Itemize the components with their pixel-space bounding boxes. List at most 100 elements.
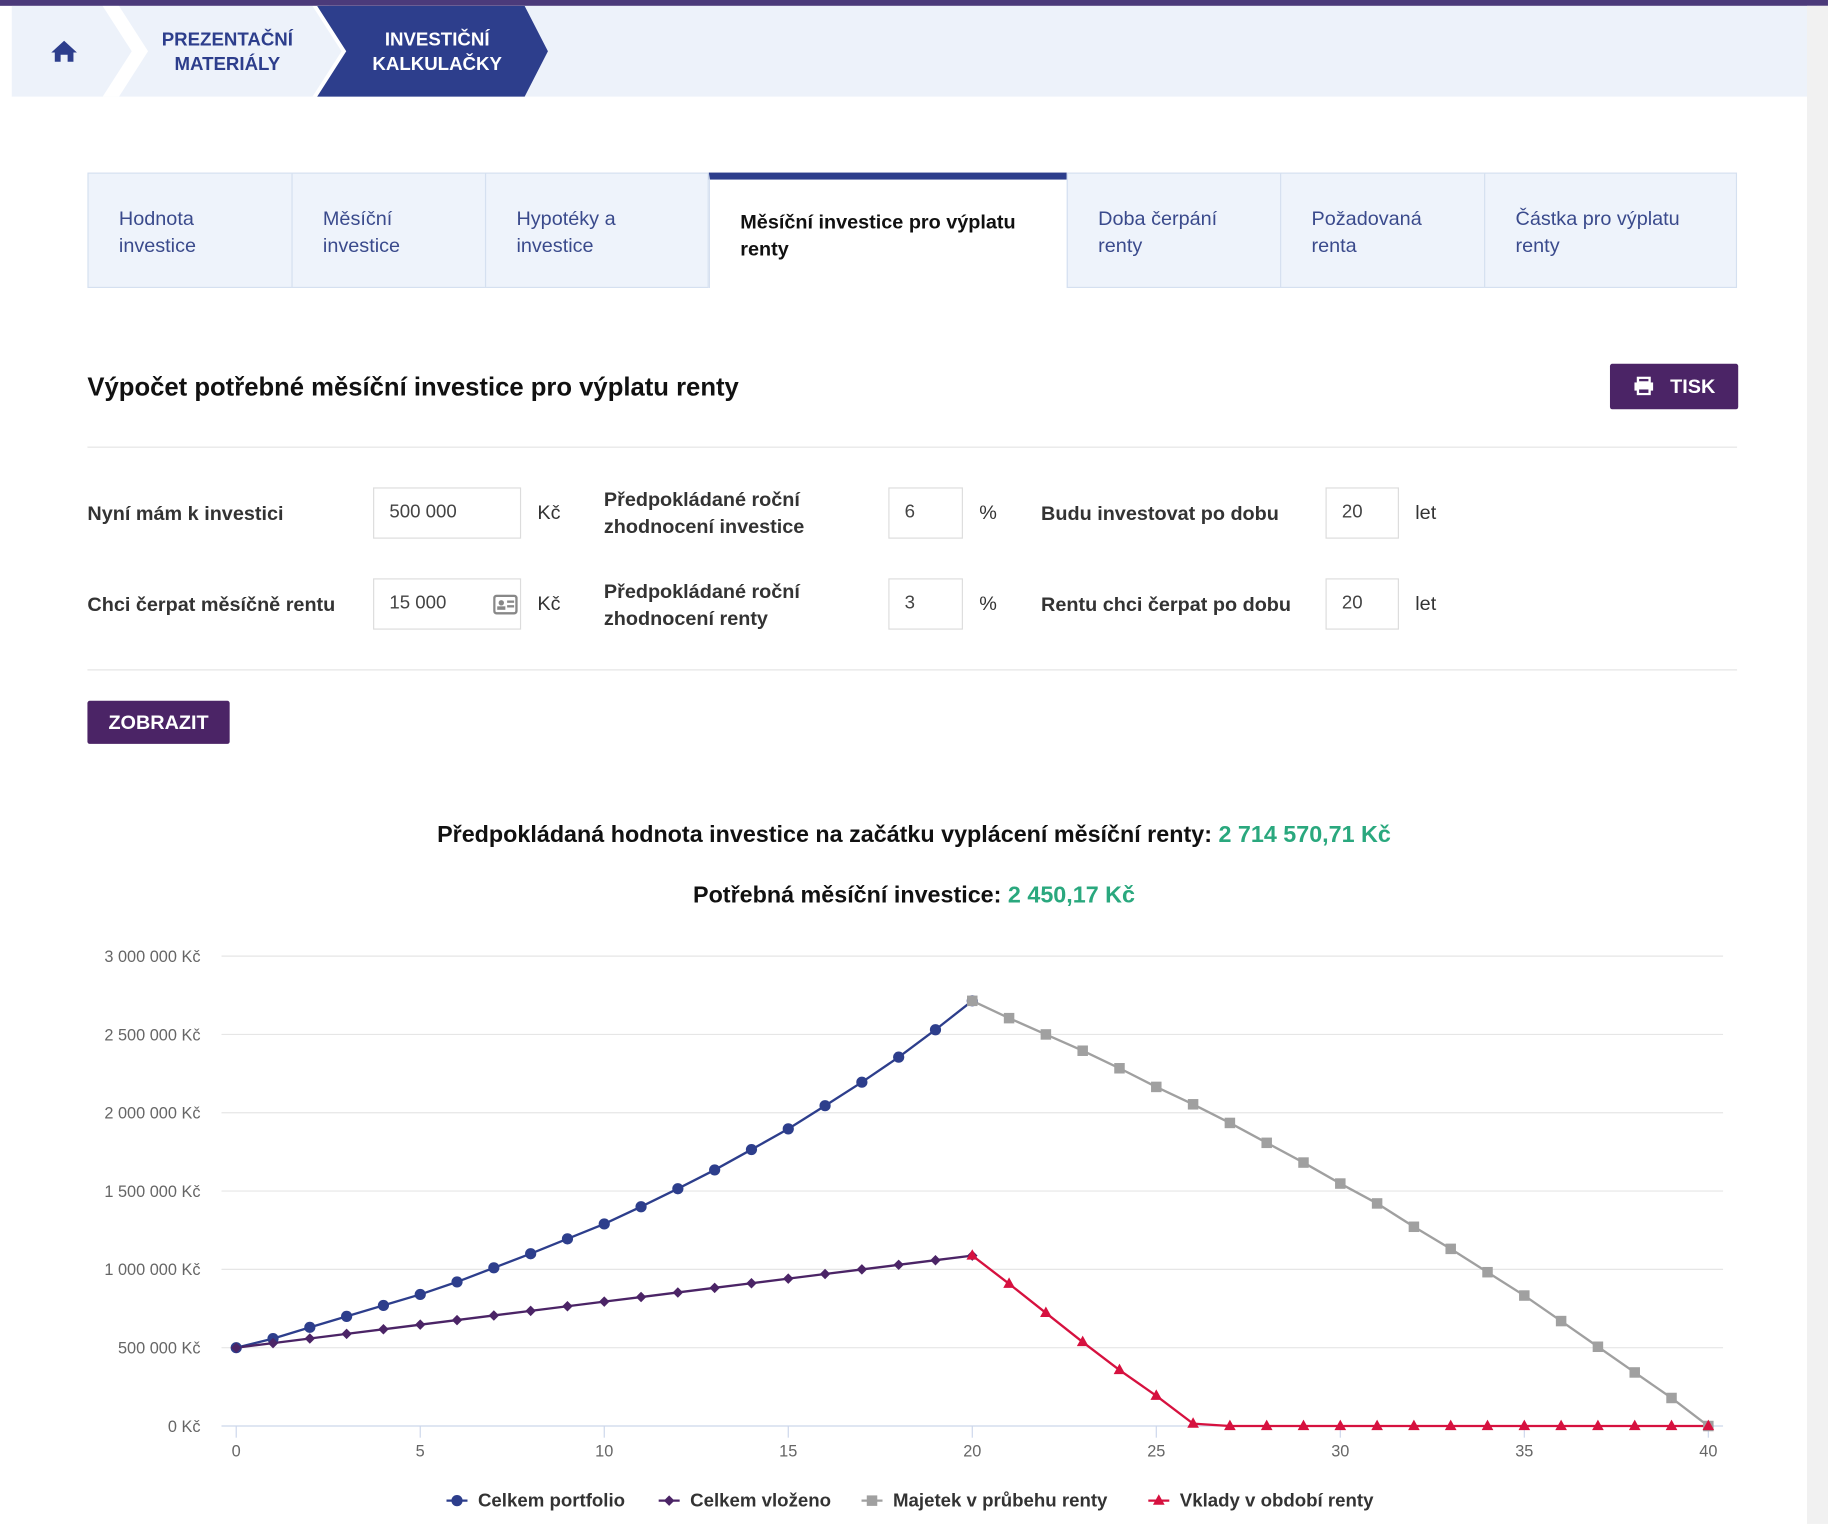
input[interactable]: 20 [1325,578,1399,630]
marker [1481,1419,1494,1431]
result: Potřebná měsíční investice: 2 450,17 Kč [0,883,1828,910]
marker [635,1291,647,1303]
marker [783,1273,794,1284]
tab[interactable]: Měsíční investice [291,172,487,289]
marker [1665,1419,1678,1431]
unit: % [979,501,997,524]
breadcrumb-item[interactable]: PREZENTAČNÍ MATERIÁLY [161,30,293,75]
tab[interactable]: Doba čerpání renty [1066,172,1282,289]
legend-item[interactable]: Celkem vloženo [658,1489,831,1510]
input[interactable]: 6 [888,487,963,539]
marker [1371,1419,1383,1431]
x-tick-label: 25 [1147,1442,1165,1460]
marker [782,1123,794,1135]
marker [1592,1419,1604,1431]
marker [451,1314,463,1326]
marker [598,1218,610,1230]
legend-label: Vklady v období renty [1180,1489,1374,1510]
tab[interactable]: Hypotéky a investice [484,172,709,289]
marker [1445,1243,1456,1255]
marker [1113,1363,1126,1375]
input[interactable]: 3 [888,578,963,630]
marker [377,1299,390,1312]
field-label: Budu investovat po dobu [1041,502,1279,525]
y-tick-label: 1 500 000 Kč [104,1183,200,1201]
marker [856,1264,868,1275]
marker [1335,1178,1346,1189]
input[interactable]: 15 000 [373,578,522,630]
submit-button[interactable]: ZOBRAZIT [87,700,230,744]
marker [1260,1419,1273,1431]
marker [1702,1419,1715,1431]
input[interactable]: 500 000 [373,487,522,539]
y-tick-label: 2 000 000 Kč [104,1105,200,1123]
legend-item[interactable]: Celkem portfolio [446,1489,626,1510]
y-tick-label: 0 Kč [168,1418,201,1436]
print-icon [1634,376,1653,396]
marker [893,1259,904,1271]
y-tick-label: 2 500 000 Kč [104,1026,200,1044]
marker [1114,1063,1125,1074]
marker [341,1310,353,1322]
marker [1152,1494,1165,1505]
marker [672,1287,684,1298]
home-icon[interactable] [51,40,77,62]
marker [1224,1117,1236,1129]
heading: Výpočet potřebné měsíční investice pro v… [87,371,739,402]
marker [230,1342,242,1353]
breadcrumb [11,5,1807,97]
marker [1224,1419,1236,1431]
input[interactable]: 20 [1325,487,1399,539]
x-tick-label: 40 [1699,1442,1717,1460]
marker [1408,1221,1420,1233]
marker [1334,1419,1347,1431]
marker [819,1100,831,1112]
marker [1076,1335,1089,1347]
marker [1666,1392,1677,1404]
separator [87,446,1738,448]
marker [1040,1306,1052,1318]
tab[interactable]: Částka pro výplatu renty [1484,172,1738,289]
marker [1187,1417,1199,1428]
result-label: Potřebná měsíční investice: [693,882,1002,909]
marker [1150,1389,1163,1400]
marker [1555,1315,1567,1327]
marker [1187,1099,1199,1110]
marker [635,1201,647,1213]
x-tick-label: 15 [779,1442,797,1460]
marker [414,1319,426,1330]
breadcrumb-active-bg[interactable] [317,5,548,97]
marker [1482,1266,1493,1278]
y-tick-label: 1 000 000 Kč [104,1261,200,1279]
result-value: 2 450,17 Kč [1007,882,1135,909]
breadcrumb-item[interactable]: INVESTIČNÍ KALKULAČKY [372,30,502,75]
tab-active[interactable]: Měsíční investice pro výplatu renty [708,172,1068,289]
x-tick-label: 20 [963,1442,981,1460]
tab[interactable]: Požadovaná renta [1280,172,1486,289]
x-tick-label: 35 [1515,1442,1533,1460]
y-tick-label: 500 000 Kč [118,1340,201,1358]
marker [341,1328,352,1340]
marker [525,1248,537,1260]
print-button[interactable]: TISK [1609,363,1739,410]
marker [663,1495,675,1506]
marker [1518,1419,1531,1431]
chart: 0 Kč 500 000 Kč 1 000 000 Kč 1 500 000 Kč 2 … [104,948,1724,1510]
marker [414,1288,426,1301]
series-line [971,999,1710,1427]
unit: Kč [537,592,561,615]
field-label: Předpokládané roční zhodnocení renty [603,580,800,630]
legend-item[interactable]: Vklady v období renty [1148,1489,1374,1510]
marker [1261,1137,1272,1149]
marker [1555,1419,1567,1431]
marker [1003,1277,1015,1288]
marker [966,1249,979,1260]
marker [1519,1290,1530,1301]
marker [1298,1157,1309,1168]
x-tick-label: 0 [232,1442,241,1460]
legend-item[interactable]: Majetek v průbehu renty [861,1489,1109,1510]
result-label: Předpokládaná hodnota investice na začát… [437,822,1212,848]
tab[interactable]: Hodnota investice [87,172,293,289]
legend-label: Majetek v průbehu renty [893,1489,1108,1510]
